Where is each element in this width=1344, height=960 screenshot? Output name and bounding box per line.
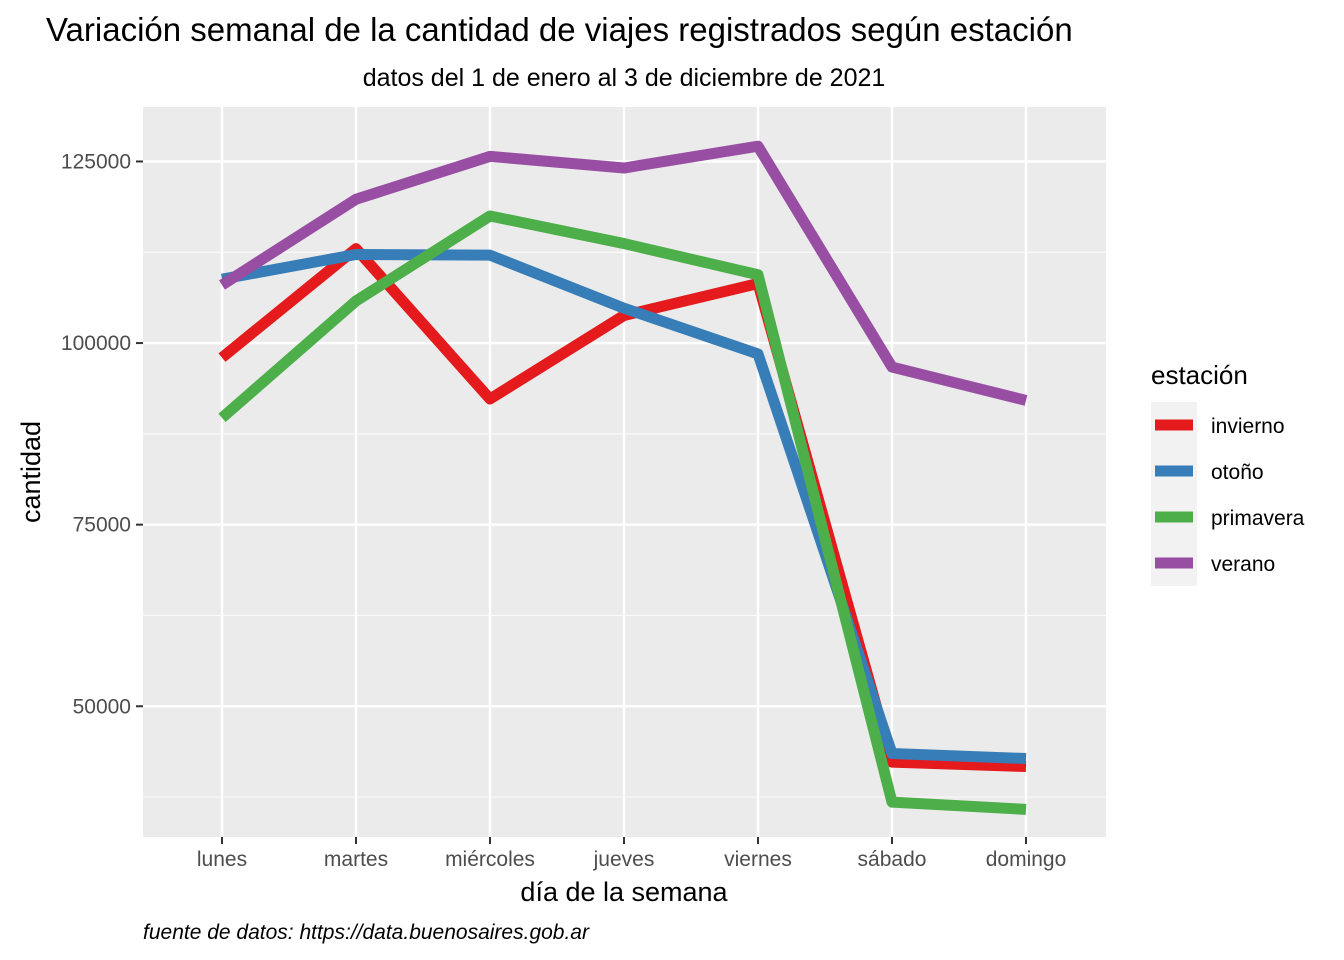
legend-label-otoño: otoño (1211, 461, 1264, 484)
x-axis-title: día de la semana (520, 877, 728, 907)
y-axis: 50000 75000 100000 125000 (61, 150, 143, 718)
y-tick-label: 125000 (61, 150, 131, 173)
x-tick-label: sábado (858, 848, 927, 871)
chart-subtitle: datos del 1 de enero al 3 de diciembre d… (363, 64, 886, 92)
series-line-verano (219, 140, 1028, 406)
grid-major (143, 107, 1106, 837)
series-line-otoño (221, 248, 1027, 765)
x-tick-label: viernes (724, 848, 792, 871)
legend-label-verano: verano (1211, 553, 1275, 576)
y-tick-label: 100000 (61, 332, 131, 355)
x-tick-label: jueves (593, 848, 655, 871)
legend: estación invierno otoño primavera verano (1151, 360, 1305, 586)
legend-label-invierno: invierno (1211, 415, 1285, 438)
series-lines (218, 140, 1028, 815)
x-axis: lunes martes miércoles jueves viernes sábado d… (197, 837, 1066, 871)
caption: fuente de datos: https://data.buenosaire… (143, 921, 590, 944)
y-tick-label: 50000 (73, 695, 131, 718)
x-tick-label: martes (324, 848, 388, 871)
y-axis-title: cantidad (16, 421, 46, 523)
x-tick-label: domingo (986, 848, 1067, 871)
series-line-primavera (218, 210, 1027, 815)
legend-label-primavera: primavera (1211, 507, 1305, 530)
x-tick-label: lunes (197, 848, 247, 871)
y-tick-label: 75000 (73, 514, 131, 537)
legend-title: estación (1151, 360, 1248, 390)
series-line-invierno (218, 243, 1027, 773)
x-tick-label: miércoles (445, 848, 535, 871)
chart-title: Variación semanal de la cantidad de viaj… (46, 11, 1073, 48)
